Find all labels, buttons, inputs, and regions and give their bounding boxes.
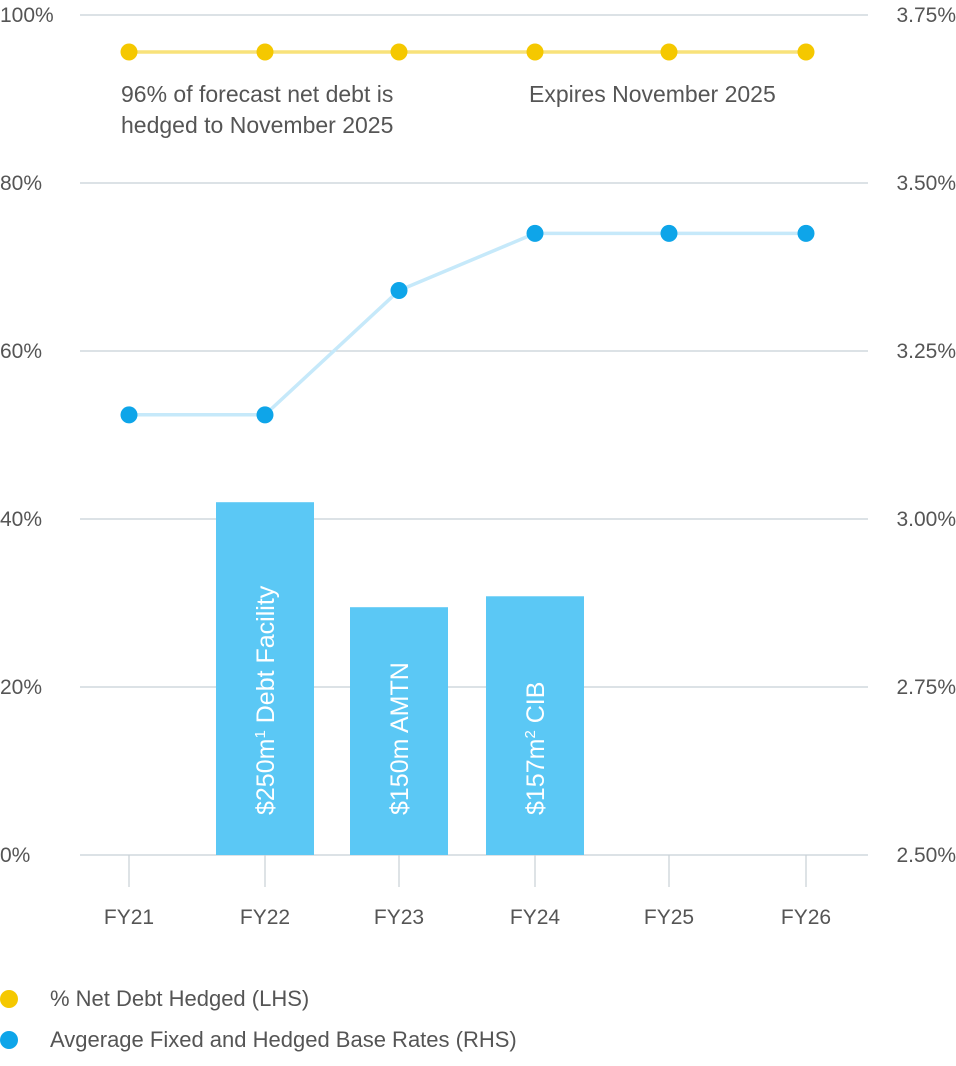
y-right-tick-label: 3.25% [896,340,956,363]
legend-item-net-debt-hedged: % Net Debt Hedged (LHS) [0,986,309,1012]
legend-item-base-rates: Avgerage Fixed and Hedged Base Rates (RH… [0,1027,517,1053]
series-point-0 [797,43,815,61]
y-right-tick-label: 3.75% [896,4,956,27]
bar-label: $157m2 CIB [522,682,550,815]
x-tick-label: FY22 [240,906,290,929]
legend-label: % Net Debt Hedged (LHS) [50,986,310,1011]
series-point-1 [526,224,544,242]
annotation-expiry-text: Expires November 2025 [529,81,776,107]
y-right-tick-label: 3.00% [896,508,956,531]
series-point-0 [526,43,544,61]
series-point-0 [390,43,408,61]
y-left-tick-label: 100% [0,4,54,27]
annotation-hedged-text: 96% of forecast net debt is [121,81,393,107]
y-left-tick-label: 0% [0,844,30,867]
x-tick-label: FY21 [104,906,154,929]
y-left-tick-label: 20% [0,676,42,699]
series-point-1 [390,282,408,300]
x-tick-label: FY25 [644,906,694,929]
legend-swatch-yellow [0,990,18,1008]
bar [350,607,448,855]
y-left-tick-label: 60% [0,340,42,363]
y-left-tick-label: 40% [0,508,42,531]
series-point-1 [256,406,274,424]
y-right-tick-label: 2.50% [896,844,956,867]
series-point-0 [120,43,138,61]
series-line-1 [129,231,806,417]
series-point-1 [660,224,678,242]
x-tick-label: FY23 [374,906,424,929]
legend-label: Avgerage Fixed and Hedged Base Rates (RH… [50,1027,517,1052]
bar [216,502,314,855]
bar-label: $250m1 Debt Facility [252,585,280,815]
series-point-0 [256,43,274,61]
x-tick-label: FY26 [781,906,831,929]
y-left-tick-label: 80% [0,172,42,195]
y-right-tick-label: 3.50% [896,172,956,195]
legend-swatch-blue [0,1031,18,1049]
bar-label: $150m AMTN [386,662,414,815]
series-point-0 [660,43,678,61]
x-tick-label: FY24 [510,906,561,929]
series-point-1 [797,224,815,242]
y-right-tick-label: 2.75% [896,676,956,699]
bar [486,596,584,855]
series-point-1 [120,406,138,424]
annotation-hedged-text: hedged to November 2025 [121,112,393,138]
